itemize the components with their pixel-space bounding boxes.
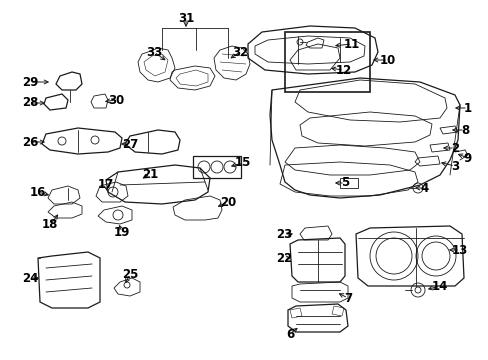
Text: 28: 28 [22, 96, 38, 109]
Text: 1: 1 [463, 102, 471, 114]
Text: 7: 7 [343, 292, 351, 305]
Text: 23: 23 [275, 228, 291, 240]
Text: 32: 32 [231, 45, 247, 58]
Text: 27: 27 [122, 138, 138, 150]
Text: 19: 19 [114, 225, 130, 238]
Text: 26: 26 [22, 135, 38, 148]
Text: 4: 4 [420, 181, 428, 194]
Text: 12: 12 [335, 63, 351, 77]
Text: 2: 2 [450, 141, 458, 154]
Text: 8: 8 [460, 123, 468, 136]
Bar [285, 32, 369, 92]
Text: 16: 16 [30, 185, 46, 198]
Text: 24: 24 [22, 271, 38, 284]
Bar [339, 178, 357, 188]
Text: 33: 33 [145, 45, 162, 58]
Text: 17: 17 [98, 179, 114, 192]
Text: 22: 22 [275, 252, 291, 265]
Text: 6: 6 [285, 328, 293, 341]
Text: 30: 30 [108, 94, 124, 107]
Text: 11: 11 [343, 37, 359, 50]
Text: 18: 18 [42, 219, 58, 231]
Text: 29: 29 [22, 76, 38, 89]
Text: 20: 20 [220, 195, 236, 208]
Text: 31: 31 [178, 12, 194, 24]
Text: 25: 25 [122, 267, 138, 280]
Text: 10: 10 [379, 54, 395, 67]
Text: 14: 14 [431, 279, 447, 292]
Text: 13: 13 [451, 243, 467, 256]
Text: 5: 5 [340, 176, 348, 189]
Text: 15: 15 [234, 157, 251, 170]
Text: 21: 21 [142, 167, 158, 180]
Text: 3: 3 [450, 159, 458, 172]
Text: 9: 9 [463, 152, 471, 165]
Bar [193, 156, 241, 178]
